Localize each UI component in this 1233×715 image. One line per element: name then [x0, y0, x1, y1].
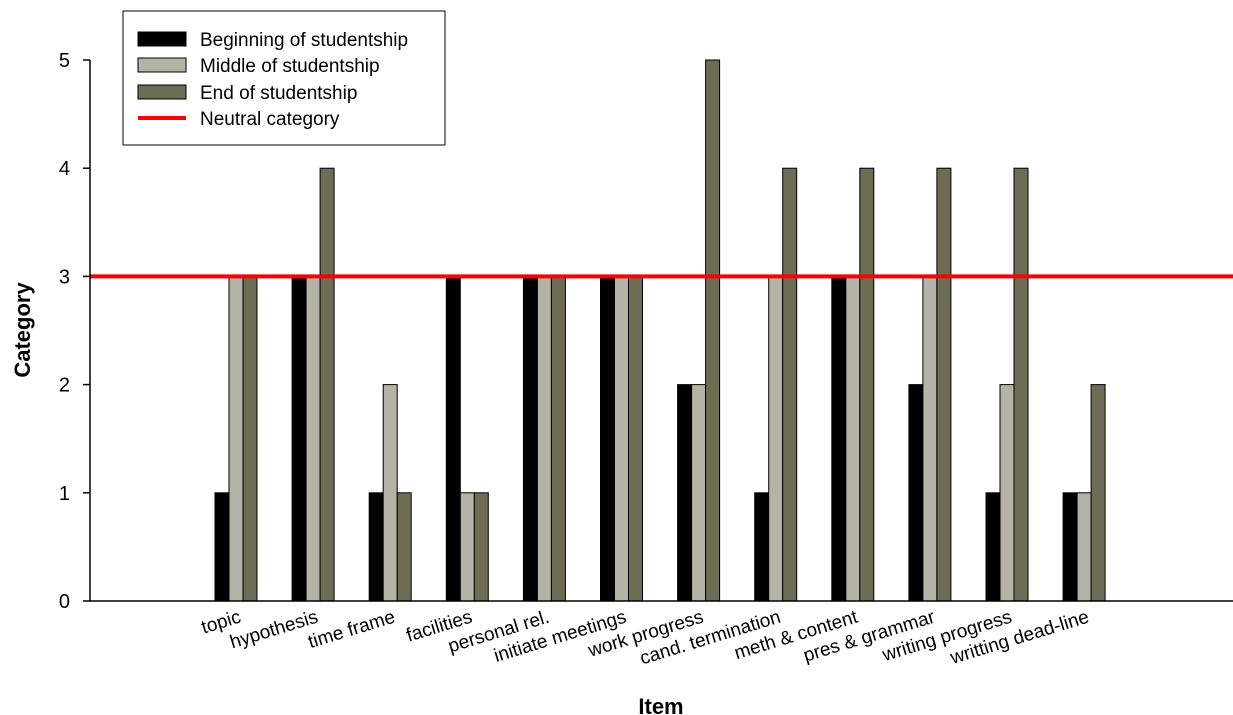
bar-writing-progress-series-1 — [985, 492, 1001, 602]
bar-hypothesis-series-2 — [305, 275, 321, 602]
bar-time-frame-series-1 — [368, 492, 384, 602]
bar-facilities-series-2 — [459, 492, 475, 602]
bar-meth-content-series-3 — [859, 167, 875, 602]
bar-hypothesis-series-3 — [319, 167, 335, 602]
bar-topic-series-3 — [242, 275, 258, 602]
bar-initiate-meetings-series-3 — [628, 275, 643, 602]
axes-layer — [83, 59, 1233, 602]
x-category-label: hypothesis — [228, 607, 321, 654]
y-tick-label: 0 — [59, 591, 70, 613]
bar-pres-grammar-series-3 — [936, 167, 952, 602]
legend-label: Neutral category — [200, 109, 340, 130]
bar-personal-rel--series-3 — [550, 275, 566, 602]
bar-initiate-meetings-series-1 — [600, 275, 615, 602]
legend-label: Beginning of studentship — [200, 30, 408, 51]
bar-personal-rel--series-1 — [522, 275, 538, 602]
legend-swatch-series-2 — [137, 57, 187, 73]
y-tick-label: 3 — [59, 266, 70, 288]
bar-writting-dead-line-series-1 — [1062, 492, 1078, 602]
bar-pres-grammar-series-1 — [908, 384, 924, 602]
bar-work-progress-series-3 — [705, 59, 721, 602]
bar-writting-dead-line-series-2 — [1076, 492, 1092, 602]
bar-time-frame-series-2 — [382, 384, 398, 602]
bar-writing-progress-series-3 — [1013, 167, 1029, 602]
bar-pres-grammar-series-2 — [922, 275, 938, 602]
legend-label: Middle of studentship — [200, 56, 380, 77]
y-axis-title: Category — [10, 282, 35, 378]
bar-meth-content-series-1 — [831, 275, 847, 602]
bar-writing-progress-series-2 — [999, 384, 1015, 602]
bar-cand-termination-series-3 — [782, 167, 798, 602]
bar-topic-series-2 — [228, 275, 244, 602]
bar-writting-dead-line-series-3 — [1090, 384, 1106, 602]
legend-swatch-series-3 — [137, 84, 187, 100]
bar-cand-termination-series-2 — [768, 275, 784, 602]
y-tick-label: 4 — [59, 158, 70, 180]
bar-meth-content-series-2 — [845, 275, 861, 602]
y-tick-label: 2 — [59, 375, 70, 397]
legend: Beginning of studentship Middle of studen… — [122, 10, 446, 146]
bar-facilities-series-3 — [473, 492, 489, 602]
y-tick-label: 1 — [59, 483, 70, 505]
legend-label: End of studentship — [200, 83, 357, 104]
bar-work-progress-series-1 — [677, 384, 693, 602]
bar-work-progress-series-2 — [691, 384, 707, 602]
y-tick-label: 5 — [59, 50, 70, 72]
bar-cand-termination-series-1 — [754, 492, 770, 602]
bar-hypothesis-series-1 — [291, 275, 307, 602]
bar-personal-rel--series-2 — [536, 275, 552, 602]
bar-time-frame-series-3 — [396, 492, 412, 602]
bar-topic-series-1 — [214, 492, 230, 602]
x-category-label: time frame — [306, 607, 398, 653]
x-axis-title: Item — [638, 694, 683, 715]
bar-facilities-series-1 — [445, 275, 461, 602]
legend-swatch-series-1 — [137, 31, 187, 47]
bar-initiate-meetings-series-2 — [614, 275, 629, 602]
